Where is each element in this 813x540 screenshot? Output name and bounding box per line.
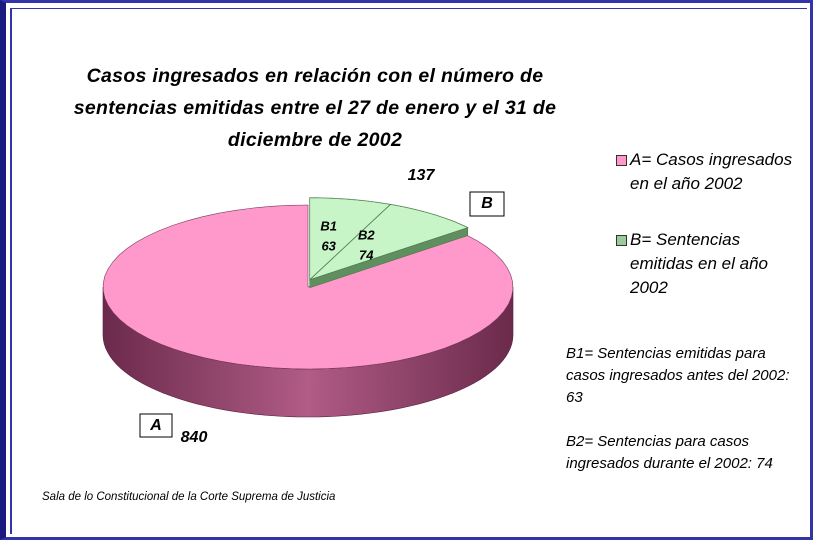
legend-item: A= Casos ingresados en el año 2002 <box>616 148 795 196</box>
slice-part <box>309 197 392 281</box>
legend-swatch <box>616 155 627 166</box>
part-value: 63 <box>321 238 336 253</box>
part-name: B2 <box>358 228 375 243</box>
legend-label: A= Casos ingresados en el año 2002 <box>630 150 793 193</box>
note: B1= Sentencias emitidas para casos ingre… <box>566 345 790 406</box>
slice <box>102 204 514 370</box>
legend-label: B= Sentencias emitidas en el año 2002 <box>630 230 768 297</box>
slice-value: 840 <box>181 429 208 446</box>
chart-title: Casos ingresados en relación con el núme… <box>73 65 557 151</box>
label-box <box>139 413 173 438</box>
label-box <box>469 191 505 217</box>
source: Sala de lo Constitucional de la Corte Su… <box>42 491 336 503</box>
part-value: 74 <box>359 248 374 263</box>
slice-value: 137 <box>408 167 436 184</box>
slice-part <box>309 203 469 281</box>
inner-frame <box>10 8 807 534</box>
slice-name: B <box>481 195 493 212</box>
legend-swatch <box>616 235 627 246</box>
note: B2= Sentencias para casos ingresados dur… <box>566 433 773 472</box>
part-name: B1 <box>320 218 337 233</box>
slice-name: A <box>149 417 162 434</box>
legend-item: B= Sentencias emitidas en el año 2002 <box>616 228 795 300</box>
